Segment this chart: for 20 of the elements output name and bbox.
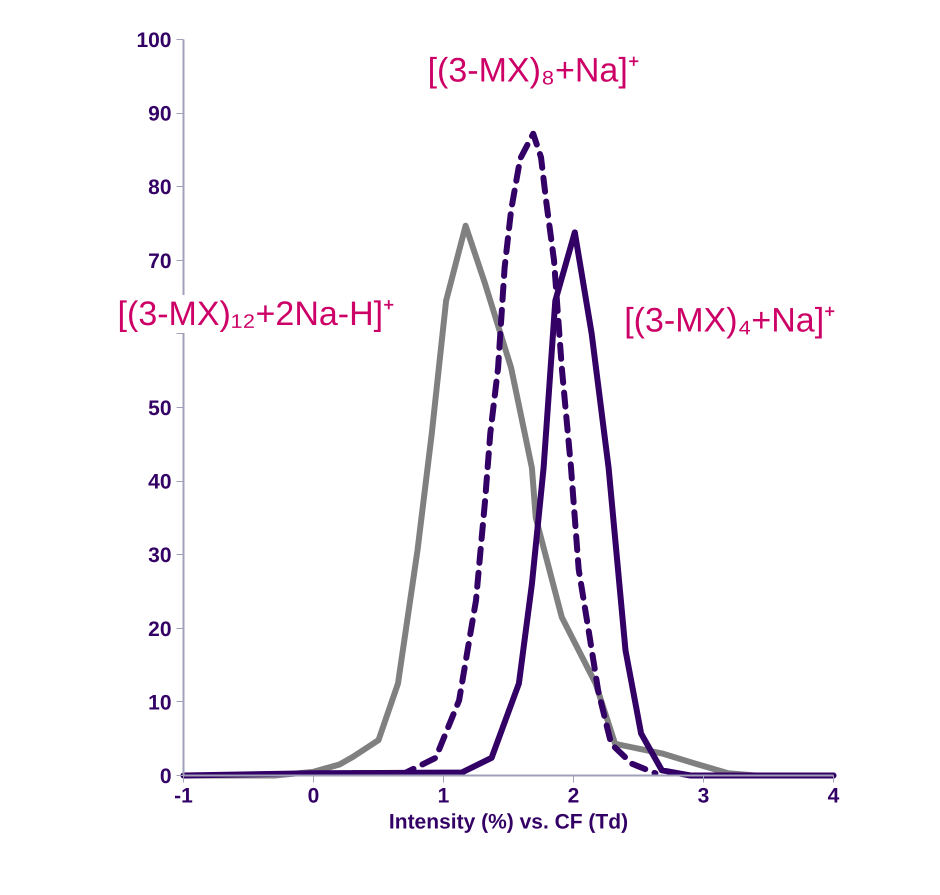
x-tick-label: -1 bbox=[174, 784, 194, 808]
x-tick-label: 0 bbox=[308, 784, 320, 808]
y-tick-label: 90 bbox=[148, 102, 172, 126]
y-tick-label: 70 bbox=[148, 250, 172, 273]
x-tick-label: 2 bbox=[568, 784, 580, 808]
y-tick-label: 80 bbox=[148, 176, 172, 200]
y-tick-label: 40 bbox=[148, 470, 172, 494]
y-tick-label: 100 bbox=[136, 29, 172, 52]
series-label: [(3-MX)₁₂+2Na-H]⁺ bbox=[118, 295, 394, 334]
series-label: [(3-MX)₈+Na]⁺ bbox=[428, 52, 639, 90]
y-tick-label: 50 bbox=[148, 397, 172, 420]
y-tick-label: 20 bbox=[148, 618, 172, 641]
x-tick-label: 1 bbox=[438, 784, 450, 808]
series-label: [(3-MX)₄+Na]⁺ bbox=[624, 302, 836, 340]
x-axis-title: Intensity (%) vs. CF (Td) bbox=[388, 810, 628, 834]
x-tick-label: 4 bbox=[828, 784, 840, 808]
y-tick-label: 0 bbox=[160, 765, 172, 788]
y-tick-label: 30 bbox=[148, 544, 172, 568]
x-tick-label: 3 bbox=[698, 784, 710, 808]
y-tick-label: 10 bbox=[148, 691, 172, 714]
